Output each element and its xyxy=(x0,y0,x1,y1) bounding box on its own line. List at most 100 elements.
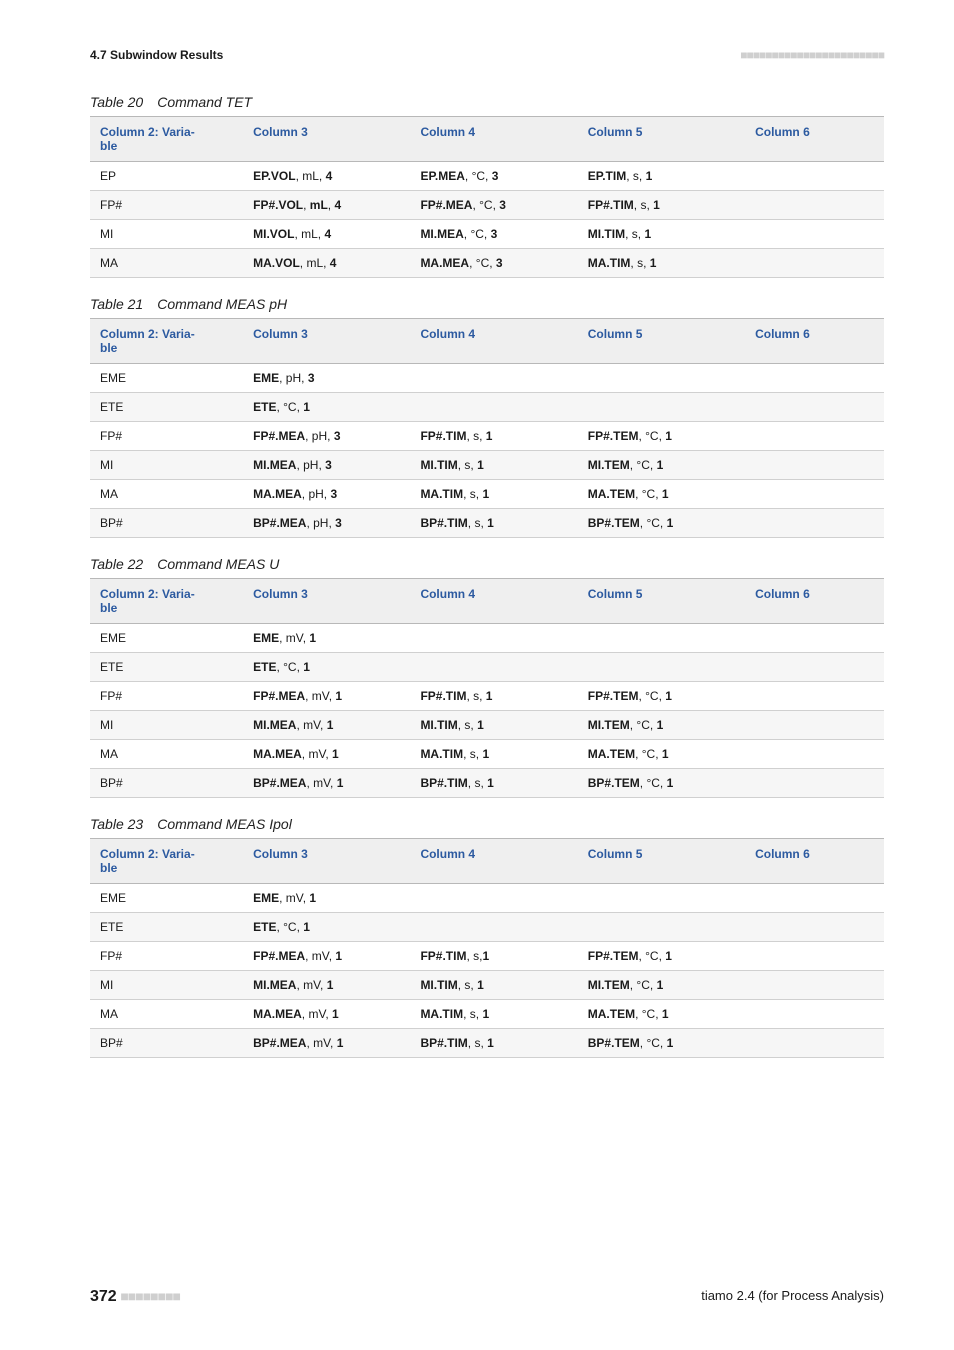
cell xyxy=(410,393,577,422)
cell xyxy=(578,393,745,422)
cell xyxy=(745,711,884,740)
col-header: Column 3 xyxy=(243,839,410,884)
data-table: Column 2: Varia-bleColumn 3Column 4Colum… xyxy=(90,578,884,798)
cell-variable: MA xyxy=(90,740,243,769)
cell xyxy=(745,480,884,509)
cell: BP#.MEA, mV, 1 xyxy=(243,1029,410,1058)
cell xyxy=(745,942,884,971)
cell xyxy=(745,682,884,711)
table-row: FP#FP#.MEA, mV, 1FP#.TIM, s,1FP#.TEM, °C… xyxy=(90,942,884,971)
cell xyxy=(410,653,577,682)
cell xyxy=(578,364,745,393)
header-dots: ■■■■■■■■■■■■■■■■■■■■■■■ xyxy=(740,48,884,62)
table-row: EMEEME, pH, 3 xyxy=(90,364,884,393)
col-header: Column 4 xyxy=(410,117,577,162)
cell xyxy=(578,653,745,682)
tables-area: Table 20Command TETColumn 2: Varia-bleCo… xyxy=(90,94,884,1058)
cell: BP#.MEA, mV, 1 xyxy=(243,769,410,798)
cell: MA.TIM, s, 1 xyxy=(410,740,577,769)
cell xyxy=(745,1029,884,1058)
table-row: FP#FP#.MEA, pH, 3FP#.TIM, s, 1FP#.TEM, °… xyxy=(90,422,884,451)
cell: EP.MEA, °C, 3 xyxy=(410,162,577,191)
cell-variable: FP# xyxy=(90,682,243,711)
cell: FP#.VOL, mL, 4 xyxy=(243,191,410,220)
data-table: Column 2: Varia-bleColumn 3Column 4Colum… xyxy=(90,318,884,538)
cell-variable: MI xyxy=(90,711,243,740)
table-row: BP#BP#.MEA, mV, 1BP#.TIM, s, 1BP#.TEM, °… xyxy=(90,769,884,798)
cell xyxy=(745,971,884,1000)
cell: MA.MEA, pH, 3 xyxy=(243,480,410,509)
cell: BP#.TIM, s, 1 xyxy=(410,769,577,798)
footer: 372 ■■■■■■■■ tiamo 2.4 (for Process Anal… xyxy=(90,1288,884,1306)
cell: MA.TIM, s, 1 xyxy=(410,480,577,509)
cell-variable: ETE xyxy=(90,393,243,422)
table-caption: Table 23Command MEAS Ipol xyxy=(90,816,884,832)
cell xyxy=(745,191,884,220)
cell-variable: MI xyxy=(90,971,243,1000)
table-row: MAMA.MEA, mV, 1MA.TIM, s, 1MA.TEM, °C, 1 xyxy=(90,1000,884,1029)
col-header: Column 5 xyxy=(578,319,745,364)
cell: MA.MEA, °C, 3 xyxy=(410,249,577,278)
cell: MI.TIM, s, 1 xyxy=(410,711,577,740)
cell: FP#.MEA, mV, 1 xyxy=(243,682,410,711)
table-row: BP#BP#.MEA, mV, 1BP#.TIM, s, 1BP#.TEM, °… xyxy=(90,1029,884,1058)
col-header: Column 5 xyxy=(578,579,745,624)
cell: MI.MEA, mV, 1 xyxy=(243,971,410,1000)
table-title: Command MEAS Ipol xyxy=(157,816,292,832)
cell-variable: BP# xyxy=(90,1029,243,1058)
cell: MI.MEA, °C, 3 xyxy=(410,220,577,249)
col-header: Column 4 xyxy=(410,579,577,624)
cell-variable: BP# xyxy=(90,769,243,798)
cell: BP#.TIM, s, 1 xyxy=(410,1029,577,1058)
table-row: MAMA.MEA, mV, 1MA.TIM, s, 1MA.TEM, °C, 1 xyxy=(90,740,884,769)
cell xyxy=(745,653,884,682)
cell: FP#.TIM, s, 1 xyxy=(410,422,577,451)
cell xyxy=(745,451,884,480)
cell: MA.TEM, °C, 1 xyxy=(578,1000,745,1029)
table-row: EMEEME, mV, 1 xyxy=(90,624,884,653)
page-number: 372 xyxy=(90,1288,117,1305)
cell xyxy=(578,884,745,913)
cell: BP#.MEA, pH, 3 xyxy=(243,509,410,538)
cell: MA.TEM, °C, 1 xyxy=(578,740,745,769)
cell-variable: MA xyxy=(90,249,243,278)
cell: BP#.TEM, °C, 1 xyxy=(578,769,745,798)
cell-variable: MA xyxy=(90,480,243,509)
cell: MA.MEA, mV, 1 xyxy=(243,1000,410,1029)
cell xyxy=(410,884,577,913)
cell-variable: FP# xyxy=(90,942,243,971)
col-header: Column 4 xyxy=(410,319,577,364)
col-header: Column 6 xyxy=(745,579,884,624)
table-title: Command MEAS pH xyxy=(157,296,287,312)
cell-variable: MA xyxy=(90,1000,243,1029)
cell: MI.TEM, °C, 1 xyxy=(578,451,745,480)
cell xyxy=(745,509,884,538)
table-number: Table 21 xyxy=(90,296,143,312)
cell-variable: MI xyxy=(90,451,243,480)
table-row: MIMI.MEA, mV, 1MI.TIM, s, 1MI.TEM, °C, 1 xyxy=(90,971,884,1000)
cell-variable: ETE xyxy=(90,913,243,942)
cell-variable: MI xyxy=(90,220,243,249)
col-header: Column 5 xyxy=(578,117,745,162)
cell-variable: EME xyxy=(90,624,243,653)
table-caption: Table 20Command TET xyxy=(90,94,884,110)
cell: MI.TEM, °C, 1 xyxy=(578,711,745,740)
table-row: BP#BP#.MEA, pH, 3BP#.TIM, s, 1BP#.TEM, °… xyxy=(90,509,884,538)
cell xyxy=(745,624,884,653)
table-row: EMEEME, mV, 1 xyxy=(90,884,884,913)
cell xyxy=(410,913,577,942)
table-row: MIMI.VOL, mL, 4MI.MEA, °C, 3MI.TIM, s, 1 xyxy=(90,220,884,249)
cell xyxy=(745,913,884,942)
cell: MI.TIM, s, 1 xyxy=(410,971,577,1000)
footer-dots: ■■■■■■■■ xyxy=(120,1288,180,1304)
cell xyxy=(745,220,884,249)
col-header: Column 6 xyxy=(745,319,884,364)
cell xyxy=(745,1000,884,1029)
cell: FP#.MEA, °C, 3 xyxy=(410,191,577,220)
cell: FP#.TIM, s,1 xyxy=(410,942,577,971)
col-header: Column 2: Varia-ble xyxy=(90,839,243,884)
cell: FP#.TEM, °C, 1 xyxy=(578,682,745,711)
table-row: MAMA.VOL, mL, 4MA.MEA, °C, 3MA.TIM, s, 1 xyxy=(90,249,884,278)
cell: MI.MEA, pH, 3 xyxy=(243,451,410,480)
table-number: Table 22 xyxy=(90,556,143,572)
